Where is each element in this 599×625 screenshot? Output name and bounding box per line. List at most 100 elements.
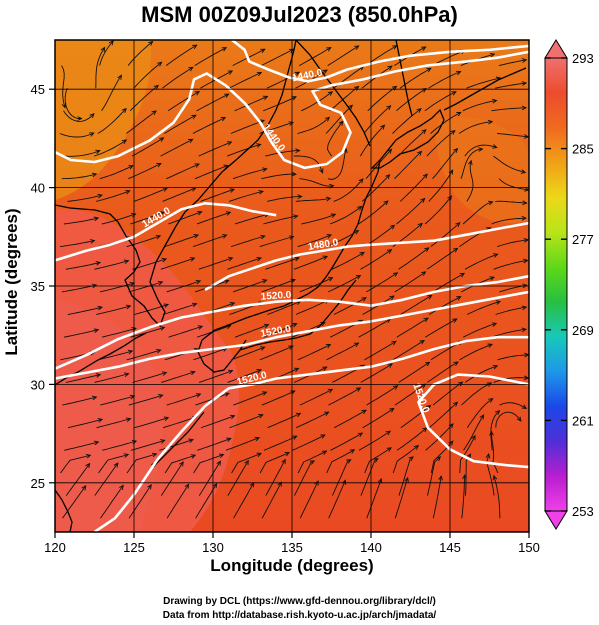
streamline-arrow <box>293 367 300 373</box>
streamline-arrow <box>151 110 157 116</box>
streamline <box>67 418 103 429</box>
streamline <box>428 71 461 89</box>
streamline <box>363 105 391 134</box>
streamline <box>230 235 265 248</box>
streamline-arrow <box>256 368 262 374</box>
streamline-arrow <box>292 435 298 440</box>
streamline <box>464 253 498 270</box>
streamline-arrow <box>424 247 430 253</box>
streamline-arrow <box>161 257 168 263</box>
streamline <box>166 484 189 519</box>
streamline <box>328 275 361 293</box>
streamline <box>227 460 249 496</box>
streamline-arrow <box>225 211 232 216</box>
streamline-arrow <box>195 393 202 398</box>
streamline-arrow <box>226 141 233 146</box>
streamline-arrow <box>262 279 268 284</box>
streamline <box>99 282 135 293</box>
streamline-arrow <box>159 326 166 331</box>
streamline <box>229 414 263 429</box>
streamline <box>94 260 129 270</box>
streamline <box>325 104 353 134</box>
streamline <box>194 165 229 180</box>
streamline <box>168 211 202 225</box>
streamline-arrow <box>455 222 461 228</box>
streamline <box>295 299 329 315</box>
streamline <box>100 485 124 519</box>
streamline-arrow <box>220 117 227 122</box>
streamline-arrow <box>426 67 432 73</box>
streamline <box>331 459 352 496</box>
streamline-arrow <box>391 340 397 346</box>
streamline-arrow <box>478 147 484 152</box>
streamline-arrow <box>318 168 324 174</box>
streamline <box>326 342 359 361</box>
streamline-arrow <box>491 322 498 327</box>
streamline-arrow <box>297 194 303 199</box>
streamline-arrow <box>95 149 101 155</box>
streamline-arrow <box>184 483 190 489</box>
streamline-arrow <box>85 453 92 459</box>
streamline <box>263 435 297 451</box>
streamline-arrow <box>521 105 528 111</box>
streamline-arrow <box>288 235 295 240</box>
streamline-arrow <box>228 369 234 375</box>
streamline-arrow <box>159 211 165 216</box>
streamline <box>461 475 466 519</box>
streamline <box>200 188 235 202</box>
streamline-arrow <box>327 388 334 394</box>
streamline <box>93 139 127 157</box>
streamline <box>397 129 427 157</box>
streamline <box>63 217 99 225</box>
streamline-arrow <box>194 163 200 168</box>
streamline-arrow <box>189 257 196 262</box>
streamline-arrow <box>224 392 230 397</box>
streamline-arrow <box>157 280 164 286</box>
streamline-arrow <box>386 105 392 111</box>
contour-label: 1480.0 <box>307 237 339 253</box>
streamline <box>160 257 195 270</box>
streamline <box>495 411 522 428</box>
streamline-arrow <box>489 52 496 58</box>
streamline-arrow <box>191 114 197 120</box>
streamline-arrow <box>223 164 229 170</box>
streamline <box>493 377 529 383</box>
streamline <box>428 169 454 202</box>
streamline-arrow <box>295 412 302 418</box>
streamline-arrow <box>386 249 393 254</box>
streamline <box>396 198 425 225</box>
streamline <box>498 178 529 191</box>
streamline-arrow <box>471 434 476 441</box>
streamline-arrow <box>258 414 264 419</box>
streamline <box>61 65 66 108</box>
streamline <box>259 452 290 474</box>
streamline-arrow <box>261 391 268 396</box>
streamline-arrow <box>95 261 102 266</box>
streamline <box>327 121 344 157</box>
streamline <box>396 427 427 451</box>
streamline <box>96 418 131 429</box>
streamline-arrow <box>487 343 493 349</box>
streamline <box>233 482 255 519</box>
streamline <box>299 178 334 187</box>
streamline-arrow <box>523 237 529 243</box>
streamline <box>429 401 458 429</box>
streamline <box>497 239 529 248</box>
streamline <box>495 306 527 315</box>
streamline-arrow <box>294 256 300 262</box>
streamline-arrow <box>197 325 204 330</box>
streamline <box>394 383 426 406</box>
streamline <box>101 213 136 225</box>
streamline <box>398 247 429 270</box>
streamline <box>432 148 458 180</box>
streamline-arrow <box>163 303 170 308</box>
streamline-arrow <box>295 148 301 153</box>
streamline-arrow <box>357 205 363 211</box>
streamline <box>297 344 331 361</box>
streamline-arrow <box>421 271 427 277</box>
streamline-arrow <box>485 452 491 459</box>
streamline <box>432 381 463 406</box>
streamline-arrow <box>453 247 459 253</box>
height-contour <box>93 335 529 532</box>
streamline-arrow <box>387 363 393 368</box>
